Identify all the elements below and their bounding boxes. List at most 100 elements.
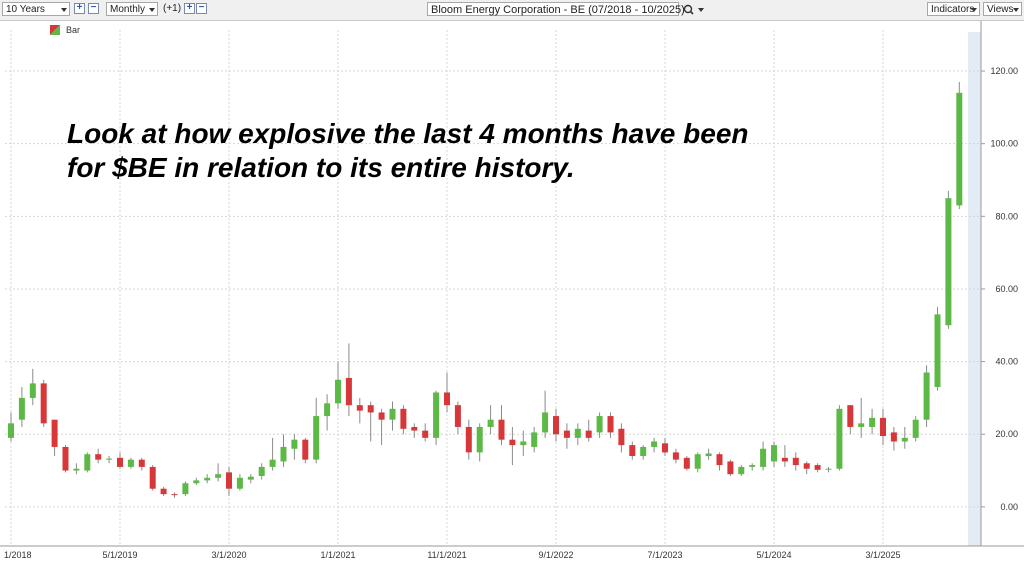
candle-body xyxy=(771,445,777,462)
candle-body xyxy=(727,461,734,475)
chart-background xyxy=(0,21,1024,568)
symbol-text: Bloom Energy Corporation - BE (07/2018 -… xyxy=(431,4,685,16)
y-tick-label: 60.00 xyxy=(995,284,1018,294)
y-tick-label: 40.00 xyxy=(995,357,1018,367)
candle-body xyxy=(73,468,80,471)
candle-body xyxy=(585,430,592,438)
symbol-box[interactable]: Bloom Energy Corporation - BE (07/2018 -… xyxy=(427,2,685,16)
candle-body xyxy=(356,405,363,411)
candle-body xyxy=(215,474,222,478)
legend-icon-up xyxy=(50,25,60,35)
candle-body xyxy=(324,403,331,417)
annotation-line: for $BE in relation to its entire histor… xyxy=(67,152,575,183)
candle-body xyxy=(640,446,647,457)
candle-body xyxy=(247,476,254,480)
candle-body xyxy=(422,430,429,438)
candle-body xyxy=(563,430,570,438)
candle-body xyxy=(258,466,265,476)
candle-body xyxy=(760,448,767,467)
interval-text: Monthly xyxy=(110,4,146,15)
legend: Bar xyxy=(50,25,80,35)
candle-body xyxy=(781,457,788,462)
candle-body xyxy=(803,463,810,469)
candle-body xyxy=(226,472,232,489)
candle-body xyxy=(444,392,450,406)
annotation-line: Look at how explosive the last 4 months … xyxy=(67,118,749,149)
search-icon[interactable] xyxy=(683,4,705,16)
candle-body xyxy=(367,405,374,413)
zoom-out-button[interactable]: − xyxy=(88,3,99,14)
indicators-button[interactable]: Indicators xyxy=(927,2,980,16)
candle-body xyxy=(454,405,461,427)
candle-body xyxy=(520,441,527,446)
x-tick-label: 3/1/2025 xyxy=(865,550,900,560)
candle-body xyxy=(683,457,690,469)
candle-body xyxy=(411,426,418,431)
candle-body xyxy=(890,432,897,442)
toolbar: 10 Years + − Monthly (+1) + − Bloom Ener… xyxy=(0,0,1024,21)
candle-body xyxy=(204,477,211,481)
candle-body xyxy=(378,412,385,420)
y-tick-label: 0.00 xyxy=(1000,502,1018,512)
candles xyxy=(8,81,963,498)
candle-body xyxy=(302,439,309,460)
x-tick-label: 1/2018 xyxy=(4,550,32,560)
candle-body xyxy=(62,446,69,471)
candle-body xyxy=(465,426,472,453)
candle-body xyxy=(509,439,516,446)
candle-body xyxy=(651,441,658,447)
candle-body xyxy=(433,392,440,438)
candle-body xyxy=(291,439,298,449)
offset-minus-button[interactable]: − xyxy=(196,3,207,14)
candle-body xyxy=(749,465,756,467)
range-select[interactable]: 10 Years xyxy=(2,2,70,16)
y-tick-label: 120.00 xyxy=(990,66,1018,76)
candle-body xyxy=(106,458,113,460)
candle-body xyxy=(716,454,723,466)
candle-body xyxy=(901,437,908,442)
indicators-text: Indicators xyxy=(931,4,975,15)
zoom-in-button[interactable]: + xyxy=(74,3,85,14)
candle-body xyxy=(51,419,58,447)
candle-body xyxy=(792,457,799,466)
x-tick-label: 11/1/2021 xyxy=(427,550,466,560)
candle-body xyxy=(18,397,25,420)
candle-body xyxy=(672,452,679,460)
y-tick-label: 80.00 xyxy=(995,211,1018,221)
grid: 0.00 20.00 40.00 60.00 80.00 100.00 120.00 1/20… xyxy=(4,30,1018,560)
candle-body xyxy=(858,423,865,427)
candle-body xyxy=(8,423,14,438)
candle-body xyxy=(313,416,320,460)
candle-body xyxy=(814,465,821,470)
candle-body xyxy=(912,419,919,438)
candle-body xyxy=(193,480,200,484)
candle-body xyxy=(880,417,886,437)
candle-body xyxy=(84,454,91,471)
candle-body xyxy=(738,466,745,475)
candle-body xyxy=(138,459,145,467)
interval-select[interactable]: Monthly xyxy=(106,2,158,16)
candle-body xyxy=(847,405,854,427)
x-tick-label: 9/1/2022 xyxy=(538,550,573,560)
views-button[interactable]: Views xyxy=(983,2,1022,16)
offset-text: (+1) xyxy=(163,3,182,14)
candle-body xyxy=(945,198,952,326)
x-tick-label: 1/1/2021 xyxy=(320,550,355,560)
candle-body xyxy=(487,419,494,427)
candle-body xyxy=(705,453,712,457)
candle-body xyxy=(596,416,603,433)
candle-body xyxy=(95,454,102,460)
candle-body xyxy=(498,419,505,440)
chart: Bar 0.00 20.00 40.00 60.00 80.00 100.00 120.00… xyxy=(0,21,1024,568)
range-text: 10 Years xyxy=(6,4,45,15)
candle-body xyxy=(127,459,134,467)
candle-body xyxy=(149,466,156,489)
candle-body xyxy=(553,416,559,435)
candle-body xyxy=(117,457,123,467)
candle-body xyxy=(29,383,36,398)
x-tick-label: 7/1/2023 xyxy=(647,550,682,560)
offset-plus-button[interactable]: + xyxy=(184,3,195,14)
candle-body xyxy=(335,379,341,404)
candle-body xyxy=(836,408,843,469)
